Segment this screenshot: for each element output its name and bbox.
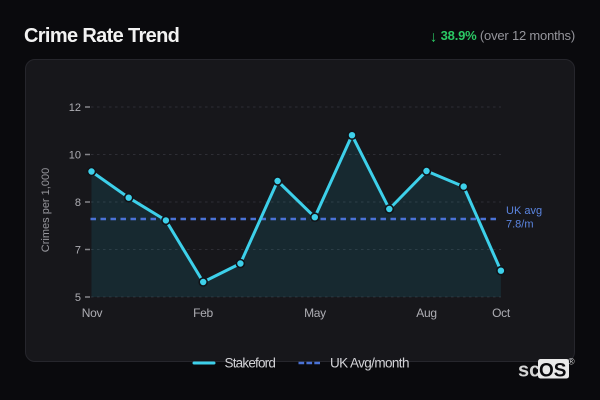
- svg-text:5: 5: [75, 292, 81, 304]
- svg-text:10: 10: [69, 150, 81, 162]
- svg-text:OS: OS: [539, 361, 566, 382]
- svg-text:sc: sc: [518, 360, 540, 382]
- svg-text:Oct: Oct: [492, 306, 511, 320]
- svg-text:Stakeford: Stakeford: [225, 356, 276, 371]
- svg-text:Feb: Feb: [193, 306, 213, 320]
- svg-text:Aug: Aug: [416, 306, 436, 320]
- svg-text:12: 12: [69, 102, 81, 114]
- svg-text:UK avg: UK avg: [506, 205, 542, 217]
- svg-text:7.8/m: 7.8/m: [506, 219, 534, 231]
- svg-text:®: ®: [568, 357, 575, 367]
- svg-text:Nov: Nov: [82, 306, 103, 320]
- svg-text:May: May: [304, 306, 326, 320]
- svg-text:Crimes per 1,000: Crimes per 1,000: [40, 168, 52, 252]
- svg-text:8: 8: [75, 197, 81, 209]
- svg-text:UK Avg/month: UK Avg/month: [330, 356, 409, 371]
- svg-text:7: 7: [75, 245, 81, 257]
